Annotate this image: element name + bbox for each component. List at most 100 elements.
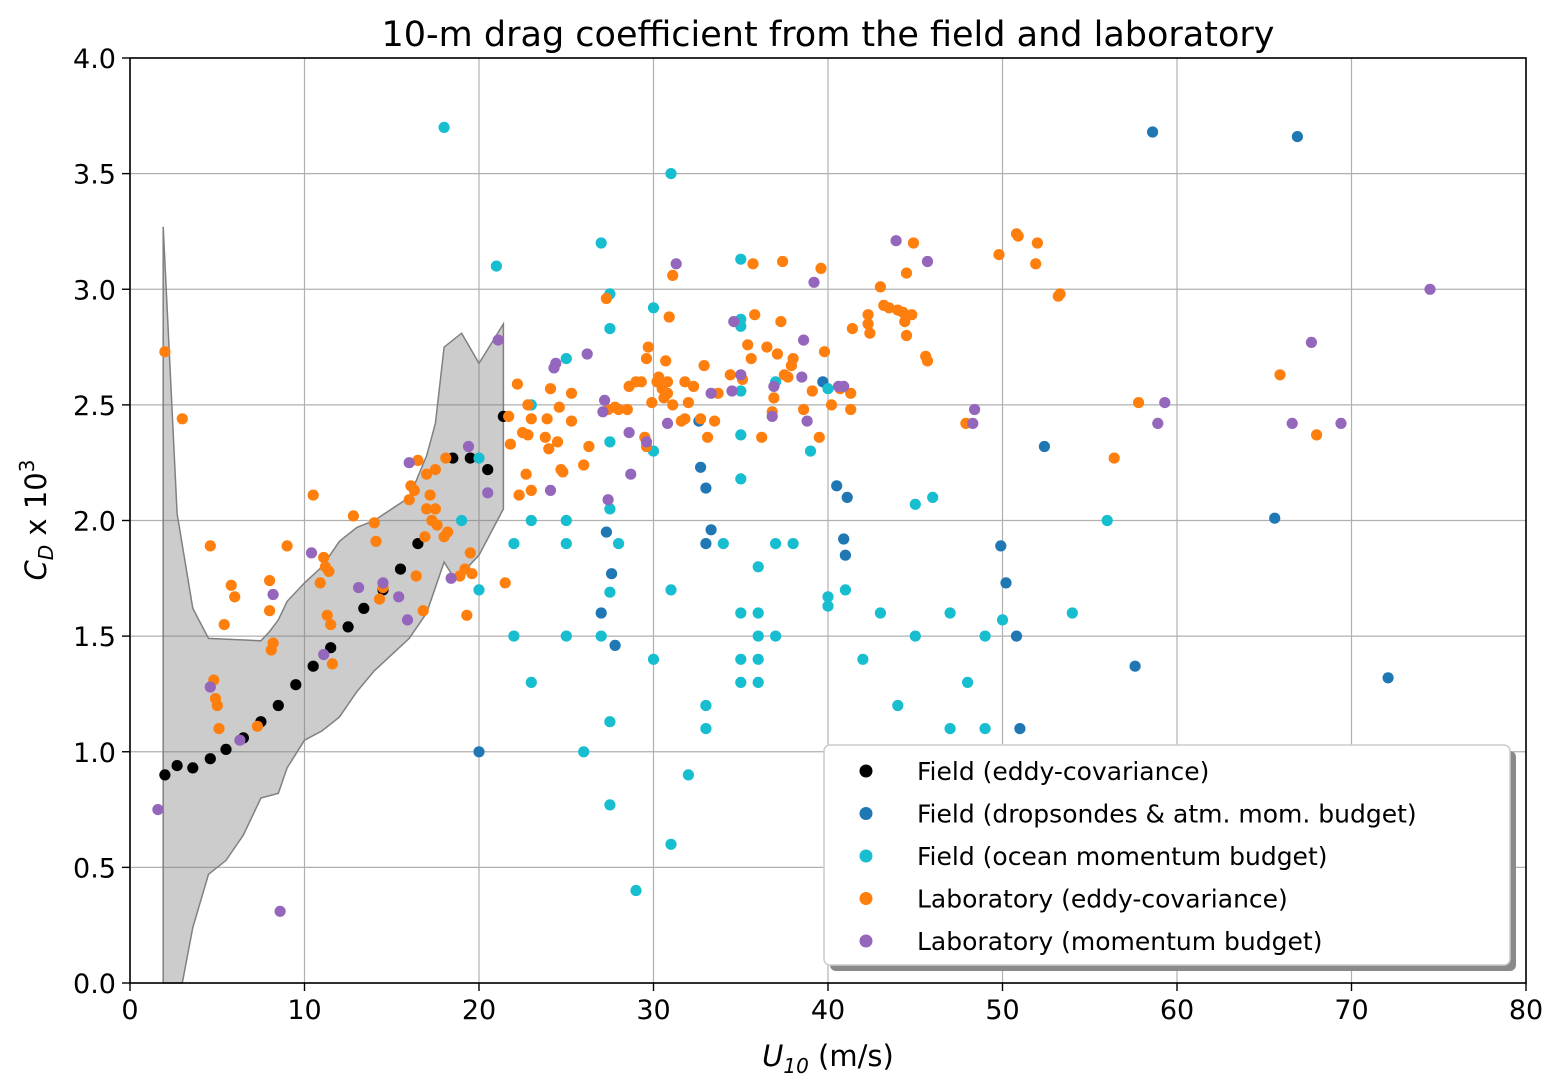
data-point: [899, 316, 911, 328]
data-point: [560, 353, 572, 365]
data-point: [419, 531, 431, 543]
data-point: [682, 397, 695, 409]
data-point: [544, 383, 557, 395]
data-point: [646, 397, 658, 409]
data-point: [700, 482, 712, 494]
data-point: [213, 723, 225, 735]
data-point: [771, 348, 784, 360]
axis-ticks: 0 10 20 30 40 50 60 70 80 0.0 0.5 1.0 1.5 2.0 2.5 3.0 3.…: [73, 44, 1543, 1026]
y-tick-label: 2.5: [73, 391, 116, 422]
data-point: [606, 568, 618, 580]
data-point: [661, 387, 674, 399]
data-point: [1311, 429, 1323, 441]
data-point: [595, 630, 607, 642]
data-point: [412, 454, 424, 466]
data-point: [761, 341, 773, 353]
data-point: [724, 369, 736, 381]
data-point: [325, 642, 337, 654]
data-point: [766, 410, 778, 422]
data-point: [996, 614, 1009, 626]
data-point: [264, 575, 276, 587]
data-point: [798, 403, 810, 416]
data-point: [752, 676, 764, 689]
data-point: [290, 679, 302, 691]
data-point: [735, 473, 747, 485]
x-tick-label: 0: [121, 995, 138, 1026]
data-point: [1031, 237, 1043, 249]
data-point: [742, 339, 754, 351]
data-point: [539, 431, 551, 443]
data-point: [557, 466, 569, 478]
data-point: [393, 591, 405, 603]
data-point: [318, 649, 330, 661]
data-point: [808, 276, 820, 288]
data-point: [431, 519, 443, 531]
data-point: [705, 524, 717, 536]
data-point: [401, 614, 414, 626]
data-point: [394, 563, 407, 575]
data-point: [325, 619, 337, 631]
data-point: [679, 376, 691, 388]
data-point: [508, 630, 520, 642]
data-point: [264, 605, 276, 617]
data-point: [604, 799, 616, 811]
scatter-series: [152, 121, 1436, 917]
data-point: [600, 526, 613, 538]
data-point: [640, 353, 653, 365]
data-point: [408, 484, 420, 496]
legend-marker: [859, 934, 873, 948]
data-point: [796, 371, 808, 383]
data-point: [370, 535, 382, 547]
data-point: [305, 547, 318, 559]
data-point: [560, 514, 572, 527]
data-point: [513, 489, 525, 501]
data-point: [864, 327, 876, 339]
data-point: [421, 503, 433, 515]
data-point: [1305, 336, 1317, 348]
data-point: [220, 743, 232, 756]
data-point: [412, 538, 424, 550]
data-point: [272, 699, 284, 712]
data-point: [621, 403, 633, 416]
y-tick-label: 1.5: [73, 622, 116, 653]
data-point: [525, 413, 537, 425]
data-point: [661, 376, 674, 388]
data-point: [838, 380, 850, 392]
data-point: [1382, 672, 1394, 684]
data-point: [831, 480, 843, 492]
data-point: [1335, 417, 1347, 429]
data-point: [647, 653, 660, 665]
data-point: [698, 360, 710, 372]
y-tick-label: 0.5: [73, 853, 116, 884]
series-2: [473, 126, 1394, 758]
data-point: [159, 346, 171, 358]
data-point: [979, 723, 991, 735]
data-point: [967, 417, 979, 429]
chart-title: 10-m drag coefficient from the field and…: [382, 15, 1275, 55]
data-point: [660, 355, 672, 367]
data-point: [565, 387, 578, 399]
data-point: [921, 255, 934, 268]
data-point: [787, 538, 799, 550]
x-axis-label-main: U: [762, 1039, 783, 1073]
data-point: [752, 653, 764, 665]
data-point: [682, 769, 695, 781]
data-point: [700, 538, 712, 550]
data-point: [152, 804, 164, 816]
data-point: [541, 413, 553, 425]
data-point: [353, 582, 365, 594]
data-point: [373, 593, 386, 605]
data-point: [543, 443, 555, 455]
data-point: [440, 452, 452, 464]
data-point: [204, 681, 216, 693]
data-point: [822, 591, 834, 603]
data-point: [745, 353, 757, 365]
data-point: [1030, 258, 1042, 270]
data-point: [897, 306, 909, 318]
data-point: [229, 591, 241, 603]
data-point: [321, 609, 333, 621]
data-point: [1129, 660, 1141, 672]
data-point: [804, 445, 817, 457]
legend-label: Field (ocean momentum budget): [917, 842, 1328, 871]
